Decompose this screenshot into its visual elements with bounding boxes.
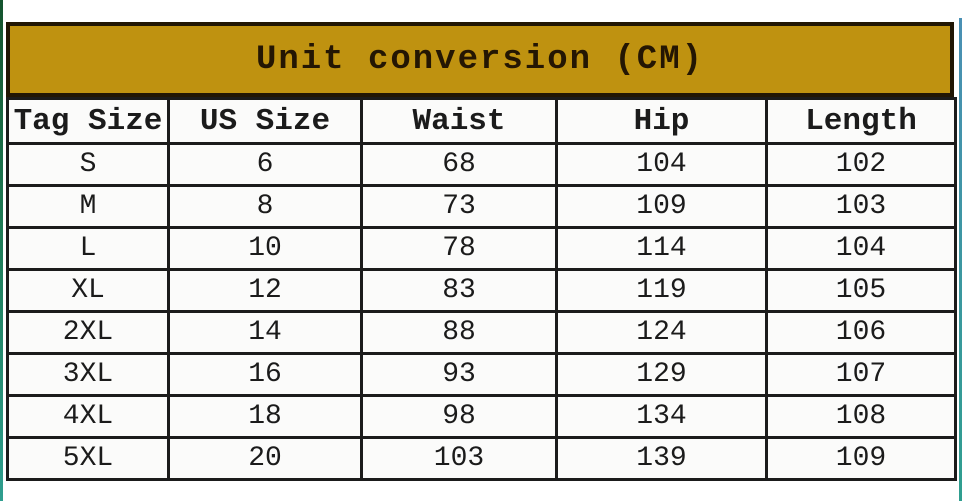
value-cell: 107	[765, 352, 957, 397]
left-edge-strip	[0, 0, 3, 501]
table-row: 4XL 18 98 134 108	[6, 394, 957, 439]
value-cell: 16	[167, 352, 363, 397]
value-cell: 106	[765, 310, 957, 355]
title-bar: Unit conversion (CM)	[6, 22, 954, 97]
table-row: 2XL 14 88 124 106	[6, 310, 957, 355]
table-row: L 10 78 114 104	[6, 226, 957, 271]
tag-size-cell: 4XL	[6, 394, 170, 439]
value-cell: 129	[555, 352, 768, 397]
value-cell: 14	[167, 310, 363, 355]
value-cell: 139	[555, 436, 768, 481]
value-cell: 93	[360, 352, 558, 397]
value-cell: 68	[360, 142, 558, 187]
value-cell: 104	[555, 142, 768, 187]
value-cell: 109	[765, 436, 957, 481]
page-title: Unit conversion (CM)	[255, 40, 705, 79]
size-conversion-table: Tag Size US Size Waist Hip Length S 6 68 104 102…	[6, 97, 957, 481]
value-cell: 18	[167, 394, 363, 439]
value-cell: 98	[360, 394, 558, 439]
tag-size-cell: 3XL	[6, 352, 170, 397]
table-row: M 8 73 109 103	[6, 184, 957, 229]
value-cell: 6	[167, 142, 363, 187]
table-row: 3XL 16 93 129 107	[6, 352, 957, 397]
value-cell: 124	[555, 310, 768, 355]
value-cell: 8	[167, 184, 363, 229]
tag-size-cell: 5XL	[6, 436, 170, 481]
value-cell: 88	[360, 310, 558, 355]
size-chart: Unit conversion (CM) Tag Size US Size Wais…	[6, 22, 957, 481]
value-cell: 105	[765, 268, 957, 313]
value-cell: 12	[167, 268, 363, 313]
value-cell: 134	[555, 394, 768, 439]
right-edge-strip	[959, 18, 962, 501]
column-header: Hip	[555, 97, 768, 145]
table-row: 5XL 20 103 139 109	[6, 436, 957, 481]
value-cell: 20	[167, 436, 363, 481]
tag-size-cell: 2XL	[6, 310, 170, 355]
table-body: S 6 68 104 102 M 8 73 109 103 L 10 78 114 104 XL 12 83 119…	[6, 142, 957, 481]
column-header: US Size	[167, 97, 363, 145]
column-header: Waist	[360, 97, 558, 145]
tag-size-cell: XL	[6, 268, 170, 313]
value-cell: 108	[765, 394, 957, 439]
table-row: XL 12 83 119 105	[6, 268, 957, 313]
tag-size-cell: L	[6, 226, 170, 271]
table-header-row: Tag Size US Size Waist Hip Length	[6, 97, 957, 145]
value-cell: 103	[360, 436, 558, 481]
value-cell: 78	[360, 226, 558, 271]
table-row: S 6 68 104 102	[6, 142, 957, 187]
tag-size-cell: M	[6, 184, 170, 229]
column-header: Tag Size	[6, 97, 170, 145]
value-cell: 119	[555, 268, 768, 313]
tag-size-cell: S	[6, 142, 170, 187]
value-cell: 10	[167, 226, 363, 271]
value-cell: 109	[555, 184, 768, 229]
value-cell: 83	[360, 268, 558, 313]
value-cell: 73	[360, 184, 558, 229]
value-cell: 104	[765, 226, 957, 271]
column-header: Length	[765, 97, 957, 145]
value-cell: 103	[765, 184, 957, 229]
value-cell: 114	[555, 226, 768, 271]
value-cell: 102	[765, 142, 957, 187]
